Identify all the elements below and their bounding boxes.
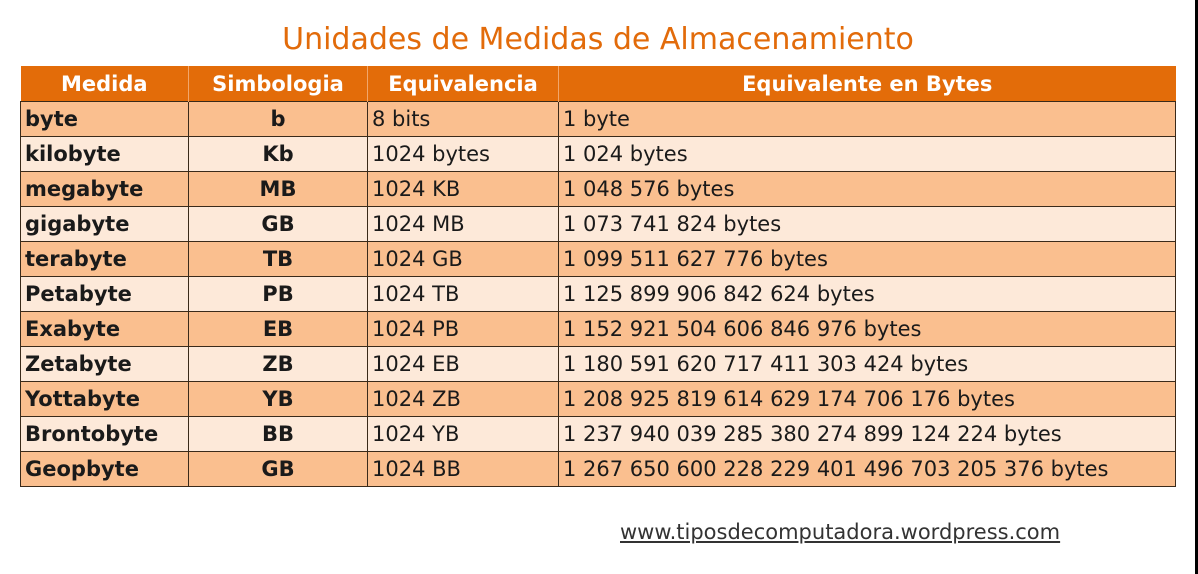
unit-equivalence-cell: 1024 MB	[367, 206, 559, 242]
unit-symbol-cell: Kb	[188, 136, 368, 172]
unit-name-cell: kilobyte	[20, 136, 189, 172]
unit-bytes-cell: 1 208 925 819 614 629 174 706 176 bytes	[558, 381, 1176, 417]
unit-symbol-cell: GB	[188, 206, 368, 242]
unit-bytes-cell: 1 048 576 bytes	[558, 171, 1176, 207]
table-title: Unidades de Medidas de Almacenamiento	[282, 22, 914, 57]
unit-equivalence-cell: 1024 TB	[367, 276, 559, 312]
storage-units-table: Medida Simbologia Equivalencia Equivalen…	[20, 66, 1176, 487]
table-row: Exabyte EB 1024 PB 1 152 921 504 606 846 97…	[20, 311, 1176, 347]
unit-equivalence-cell: 1024 EB	[367, 346, 559, 382]
unit-symbol-cell: EB	[188, 311, 368, 347]
unit-bytes-cell: 1 152 921 504 606 846 976 bytes	[558, 311, 1176, 347]
header-equivalente-bytes: Equivalente en Bytes	[558, 66, 1176, 102]
unit-bytes-cell: 1 073 741 824 bytes	[558, 206, 1176, 242]
table-row: terabyte TB 1024 GB 1 099 511 627 776 bytes	[20, 241, 1176, 277]
table-row: byte b 8 bits 1 byte	[20, 101, 1176, 137]
table-row: Petabyte PB 1024 TB 1 125 899 906 842 624 b…	[20, 276, 1176, 312]
table-row: Yottabyte YB 1024 ZB 1 208 925 819 614 629 …	[20, 381, 1176, 417]
table-row: kilobyte Kb 1024 bytes 1 024 bytes	[20, 136, 1176, 172]
source-website-link[interactable]: www.tiposdecomputadora.wordpress.com	[620, 520, 1061, 544]
unit-bytes-cell: 1 267 650 600 228 229 401 496 703 205 37…	[558, 451, 1176, 487]
table-row: Brontobyte BB 1024 YB 1 237 940 039 285 380…	[20, 416, 1176, 452]
unit-name-cell: Geopbyte	[20, 451, 189, 487]
unit-bytes-cell: 1 237 940 039 285 380 274 899 124 224 by…	[558, 416, 1176, 452]
unit-bytes-cell: 1 180 591 620 717 411 303 424 bytes	[558, 346, 1176, 382]
unit-name-cell: Exabyte	[20, 311, 189, 347]
unit-symbol-cell: GB	[188, 451, 368, 487]
unit-equivalence-cell: 1024 YB	[367, 416, 559, 452]
unit-name-cell: Yottabyte	[20, 381, 189, 417]
unit-equivalence-cell: 1024 GB	[367, 241, 559, 277]
table-row: Geopbyte GB 1024 BB 1 267 650 600 228 229 4…	[20, 451, 1176, 487]
unit-bytes-cell: 1 byte	[558, 101, 1176, 137]
unit-name-cell: terabyte	[20, 241, 189, 277]
right-edge-border	[1195, 0, 1198, 574]
unit-name-cell: byte	[20, 101, 189, 137]
unit-name-cell: gigabyte	[20, 206, 189, 242]
header-equivalencia: Equivalencia	[367, 66, 559, 102]
unit-symbol-cell: PB	[188, 276, 368, 312]
table-row: Zetabyte ZB 1024 EB 1 180 591 620 717 411 3…	[20, 346, 1176, 382]
unit-name-cell: Brontobyte	[20, 416, 189, 452]
unit-symbol-cell: ZB	[188, 346, 368, 382]
unit-bytes-cell: 1 024 bytes	[558, 136, 1176, 172]
unit-bytes-cell: 1 099 511 627 776 bytes	[558, 241, 1176, 277]
unit-name-cell: Zetabyte	[20, 346, 189, 382]
unit-equivalence-cell: 8 bits	[367, 101, 559, 137]
header-simbologia: Simbologia	[188, 66, 368, 102]
unit-symbol-cell: TB	[188, 241, 368, 277]
header-medida: Medida	[20, 66, 189, 102]
unit-equivalence-cell: 1024 BB	[367, 451, 559, 487]
table-header-row: Medida Simbologia Equivalencia Equivalen…	[20, 66, 1176, 102]
unit-name-cell: megabyte	[20, 171, 189, 207]
table-body: byte b 8 bits 1 byte kilobyte Kb 1024 bytes 1 0…	[20, 101, 1176, 487]
unit-equivalence-cell: 1024 bytes	[367, 136, 559, 172]
unit-symbol-cell: b	[188, 101, 368, 137]
unit-bytes-cell: 1 125 899 906 842 624 bytes	[558, 276, 1176, 312]
unit-symbol-cell: YB	[188, 381, 368, 417]
unit-symbol-cell: BB	[188, 416, 368, 452]
unit-equivalence-cell: 1024 KB	[367, 171, 559, 207]
table-row: megabyte MB 1024 KB 1 048 576 bytes	[20, 171, 1176, 207]
table-row: gigabyte GB 1024 MB 1 073 741 824 bytes	[20, 206, 1176, 242]
unit-equivalence-cell: 1024 ZB	[367, 381, 559, 417]
unit-name-cell: Petabyte	[20, 276, 189, 312]
unit-equivalence-cell: 1024 PB	[367, 311, 559, 347]
unit-symbol-cell: MB	[188, 171, 368, 207]
